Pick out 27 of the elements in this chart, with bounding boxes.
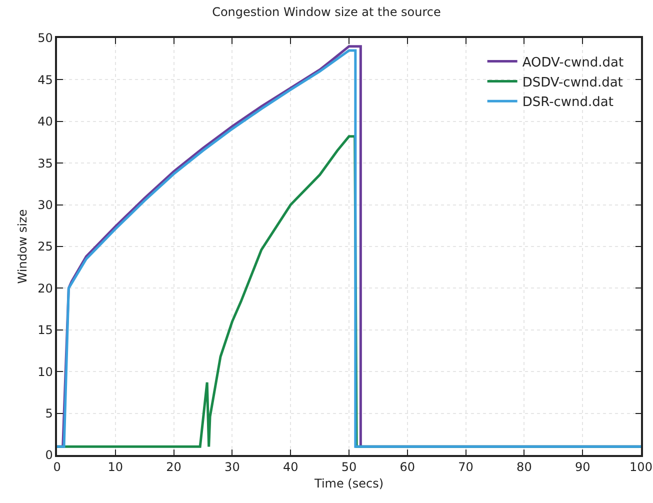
y-axis-title: Window size xyxy=(15,209,30,284)
y-tick-label: 5 xyxy=(45,406,53,420)
legend-label: DSDV-cwnd.dat xyxy=(522,75,623,90)
y-tick-label: 40 xyxy=(38,114,53,129)
y-tick-label: 30 xyxy=(38,198,53,212)
x-axis-title: Time (secs) xyxy=(313,476,384,491)
y-tick-label: 45 xyxy=(38,72,53,87)
x-tick-label: 50 xyxy=(341,460,357,474)
y-tick-label: 0 xyxy=(45,448,53,462)
x-tick-label: 10 xyxy=(108,460,124,474)
chart-title: Congestion Window size at the source xyxy=(212,4,441,19)
legend-label: AODV-cwnd.dat xyxy=(522,55,624,70)
x-tick-label: 20 xyxy=(166,460,182,474)
y-tick-label: 35 xyxy=(38,156,53,170)
y-tick-label: 10 xyxy=(38,364,53,379)
y-tick-label: 15 xyxy=(38,323,53,338)
x-tick-label: 80 xyxy=(516,460,532,474)
x-tick-label: 30 xyxy=(224,460,240,474)
x-tick-label: 60 xyxy=(400,460,416,474)
y-tick-label: 50 xyxy=(38,31,53,46)
y-tick-label: 20 xyxy=(38,281,53,296)
y-tick-label: 25 xyxy=(38,240,53,254)
x-tick-label: 100 xyxy=(630,460,652,474)
x-tick-label: 90 xyxy=(574,460,590,474)
legend-label: DSR-cwnd.dat xyxy=(522,95,614,110)
x-tick-label: 70 xyxy=(458,460,474,474)
x-tick-label: 40 xyxy=(282,460,298,474)
